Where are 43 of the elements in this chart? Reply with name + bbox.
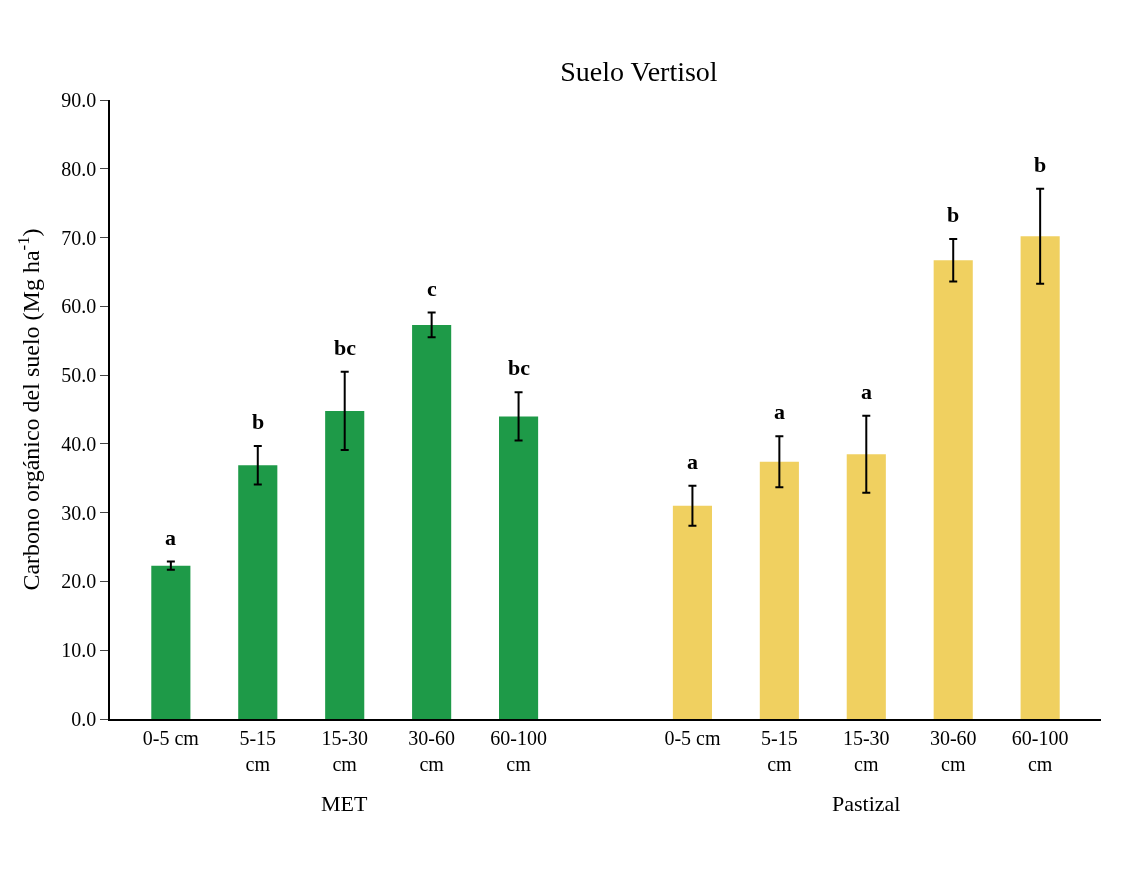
bar [1020,236,1060,719]
x-tick-label: 5-15 cm [239,726,277,775]
data-label: b [1034,152,1047,177]
data-label: b [252,409,265,434]
bar [238,465,278,719]
y-tick-label: 10.0 [61,639,97,662]
bar [933,260,973,719]
y-tick-label: 40.0 [61,432,97,455]
x-tick-label: 15-30 cm [842,726,890,775]
x-tick-label: 60-100 cm [490,726,547,775]
y-tick-label: 90.0 [61,89,97,111]
data-label: c [427,276,437,301]
bar [325,410,365,719]
bar [412,324,452,719]
x-tick-label: 0-5 cm [664,726,721,749]
data-label: bc [334,335,357,360]
y-tick-label: 30.0 [61,501,97,524]
bar [846,454,886,719]
data-label: b [947,202,960,227]
y-tick-label: 50.0 [61,364,97,387]
x-tick-label: 30-60 cm [929,726,977,775]
y-tick-label: 60.0 [61,295,97,318]
data-label: a [774,399,785,424]
x-tick-label: 0-5 cm [142,726,200,749]
data-label: a [687,449,698,474]
x-tick-label: 15-30 cm [321,726,369,775]
x-tick-label: 30-60 cm [408,726,455,775]
chart-title: Suelo Vertisol [560,56,718,88]
data-label: a [165,525,176,550]
text: Pastizal [832,791,901,816]
y-tick-label: 80.0 [61,157,97,180]
y-tick-label: 0.0 [71,708,97,730]
data-label: a [861,379,872,404]
bar [672,505,712,719]
y-tick-label: 20.0 [61,570,97,593]
text: MET [321,791,368,816]
x-tick-label: 60-100 cm [1011,726,1069,775]
y-tick-label: 70.0 [61,226,97,249]
x-tick-label: 5-15 cm [761,726,798,775]
data-label: bc [508,355,531,380]
bar [151,565,191,719]
bar [499,416,539,719]
bar [759,461,799,719]
